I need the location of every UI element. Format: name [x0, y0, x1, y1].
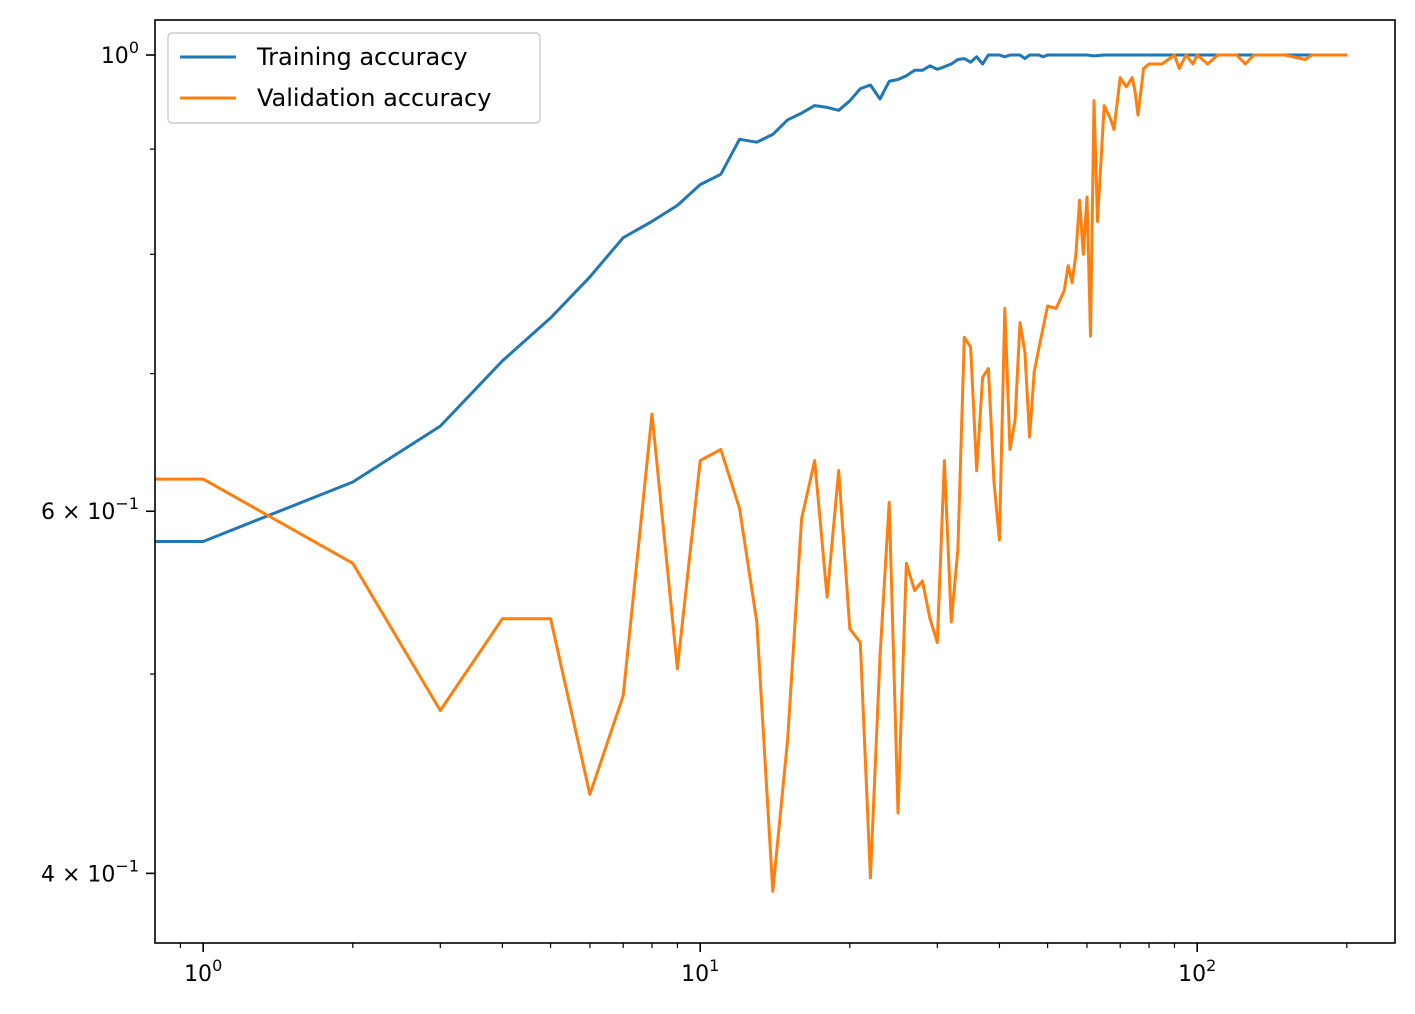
x-tick-label: 101	[681, 956, 719, 987]
y-tick-label: 4 × 10−1	[41, 856, 139, 887]
tick-layer: 100 101 102 100 6 × 10−1 4 × 10−1	[41, 38, 1348, 987]
y-tick-label: 6 × 10−1	[41, 494, 139, 525]
y-tick-label: 100	[101, 38, 139, 69]
legend-label-validation: Validation accuracy	[257, 84, 491, 112]
legend-box	[167, 32, 541, 124]
x-tick-label: 100	[184, 956, 222, 987]
series-line-training-accuracy	[155, 53, 1348, 543]
axes-frame	[154, 19, 1396, 944]
x-tick-label: 102	[1178, 956, 1216, 987]
legend: Training accuracy Validation accuracy	[167, 32, 541, 124]
series-line-validation-accuracy	[155, 53, 1348, 893]
legend-label-training: Training accuracy	[256, 43, 468, 71]
series-layer	[155, 53, 1348, 893]
